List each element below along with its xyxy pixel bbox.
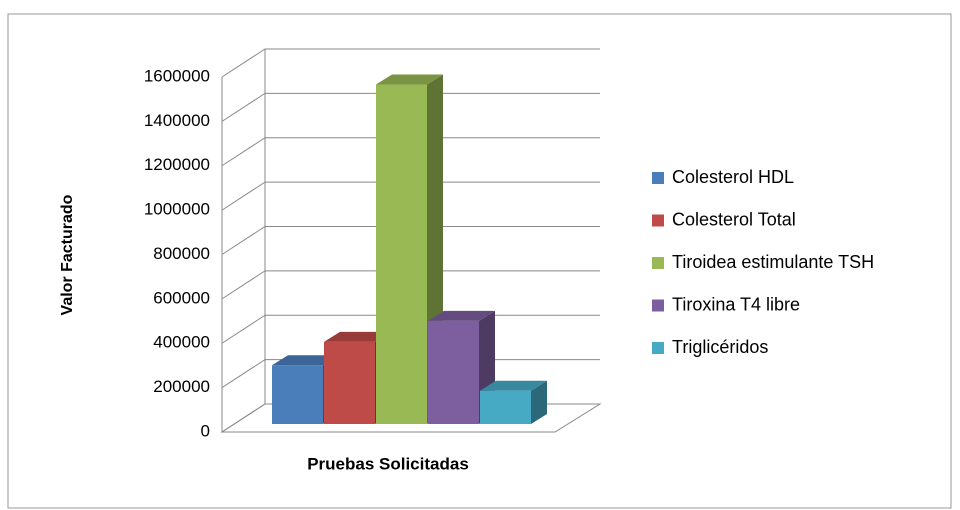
- legend-label: Tiroxina T4 libre: [672, 294, 800, 314]
- y-tick-label: 1200000: [144, 155, 210, 174]
- grid-line: [221, 270, 600, 300]
- legend-swatch: [652, 172, 664, 184]
- x-axis-label: Pruebas Solicitadas: [307, 454, 469, 473]
- y-tick-label: 1600000: [144, 66, 210, 85]
- y-tick-label: 400000: [153, 333, 210, 352]
- legend-swatch: [652, 257, 664, 269]
- bar-top: [272, 355, 339, 366]
- y-tick-label: 1000000: [144, 200, 210, 219]
- bar-top: [480, 380, 547, 391]
- y-tick-label: 800000: [153, 244, 210, 263]
- grid-line: [221, 48, 600, 78]
- legend-swatch: [652, 299, 664, 312]
- legend-label: Triglicéridos: [672, 337, 768, 357]
- bar: [376, 84, 427, 424]
- bar: [324, 341, 375, 424]
- grid-line: [221, 92, 600, 122]
- y-tick-label: 200000: [153, 377, 210, 396]
- bar-top: [324, 331, 391, 342]
- grid-line: [221, 181, 600, 211]
- bar-side: [531, 380, 547, 424]
- grid-line: [221, 137, 600, 167]
- legend-swatch: [652, 342, 664, 354]
- y-tick-label: 0: [201, 421, 210, 440]
- y-tick-label: 600000: [153, 288, 210, 307]
- bar-top: [428, 310, 495, 321]
- bar: [480, 390, 531, 424]
- y-tick-label: 1400000: [144, 111, 210, 130]
- legend-label: Colesterol HDL: [672, 167, 794, 187]
- bar: [428, 320, 479, 424]
- legend-label: Tiroidea estimulante TSH: [672, 252, 874, 272]
- legend-swatch: [652, 214, 664, 227]
- legend-label: Colesterol Total: [672, 209, 796, 229]
- bar: [272, 365, 323, 424]
- bar-top: [376, 74, 443, 85]
- y-axis-label: Valor Facturado: [59, 194, 76, 315]
- grid-line: [221, 226, 600, 255]
